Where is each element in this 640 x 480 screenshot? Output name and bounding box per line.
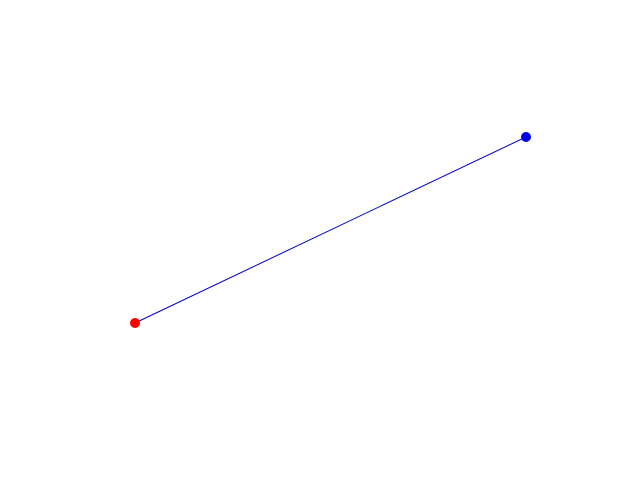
- connector-line: [134, 136, 527, 324]
- end-point: [521, 132, 531, 142]
- start-point: [130, 318, 140, 328]
